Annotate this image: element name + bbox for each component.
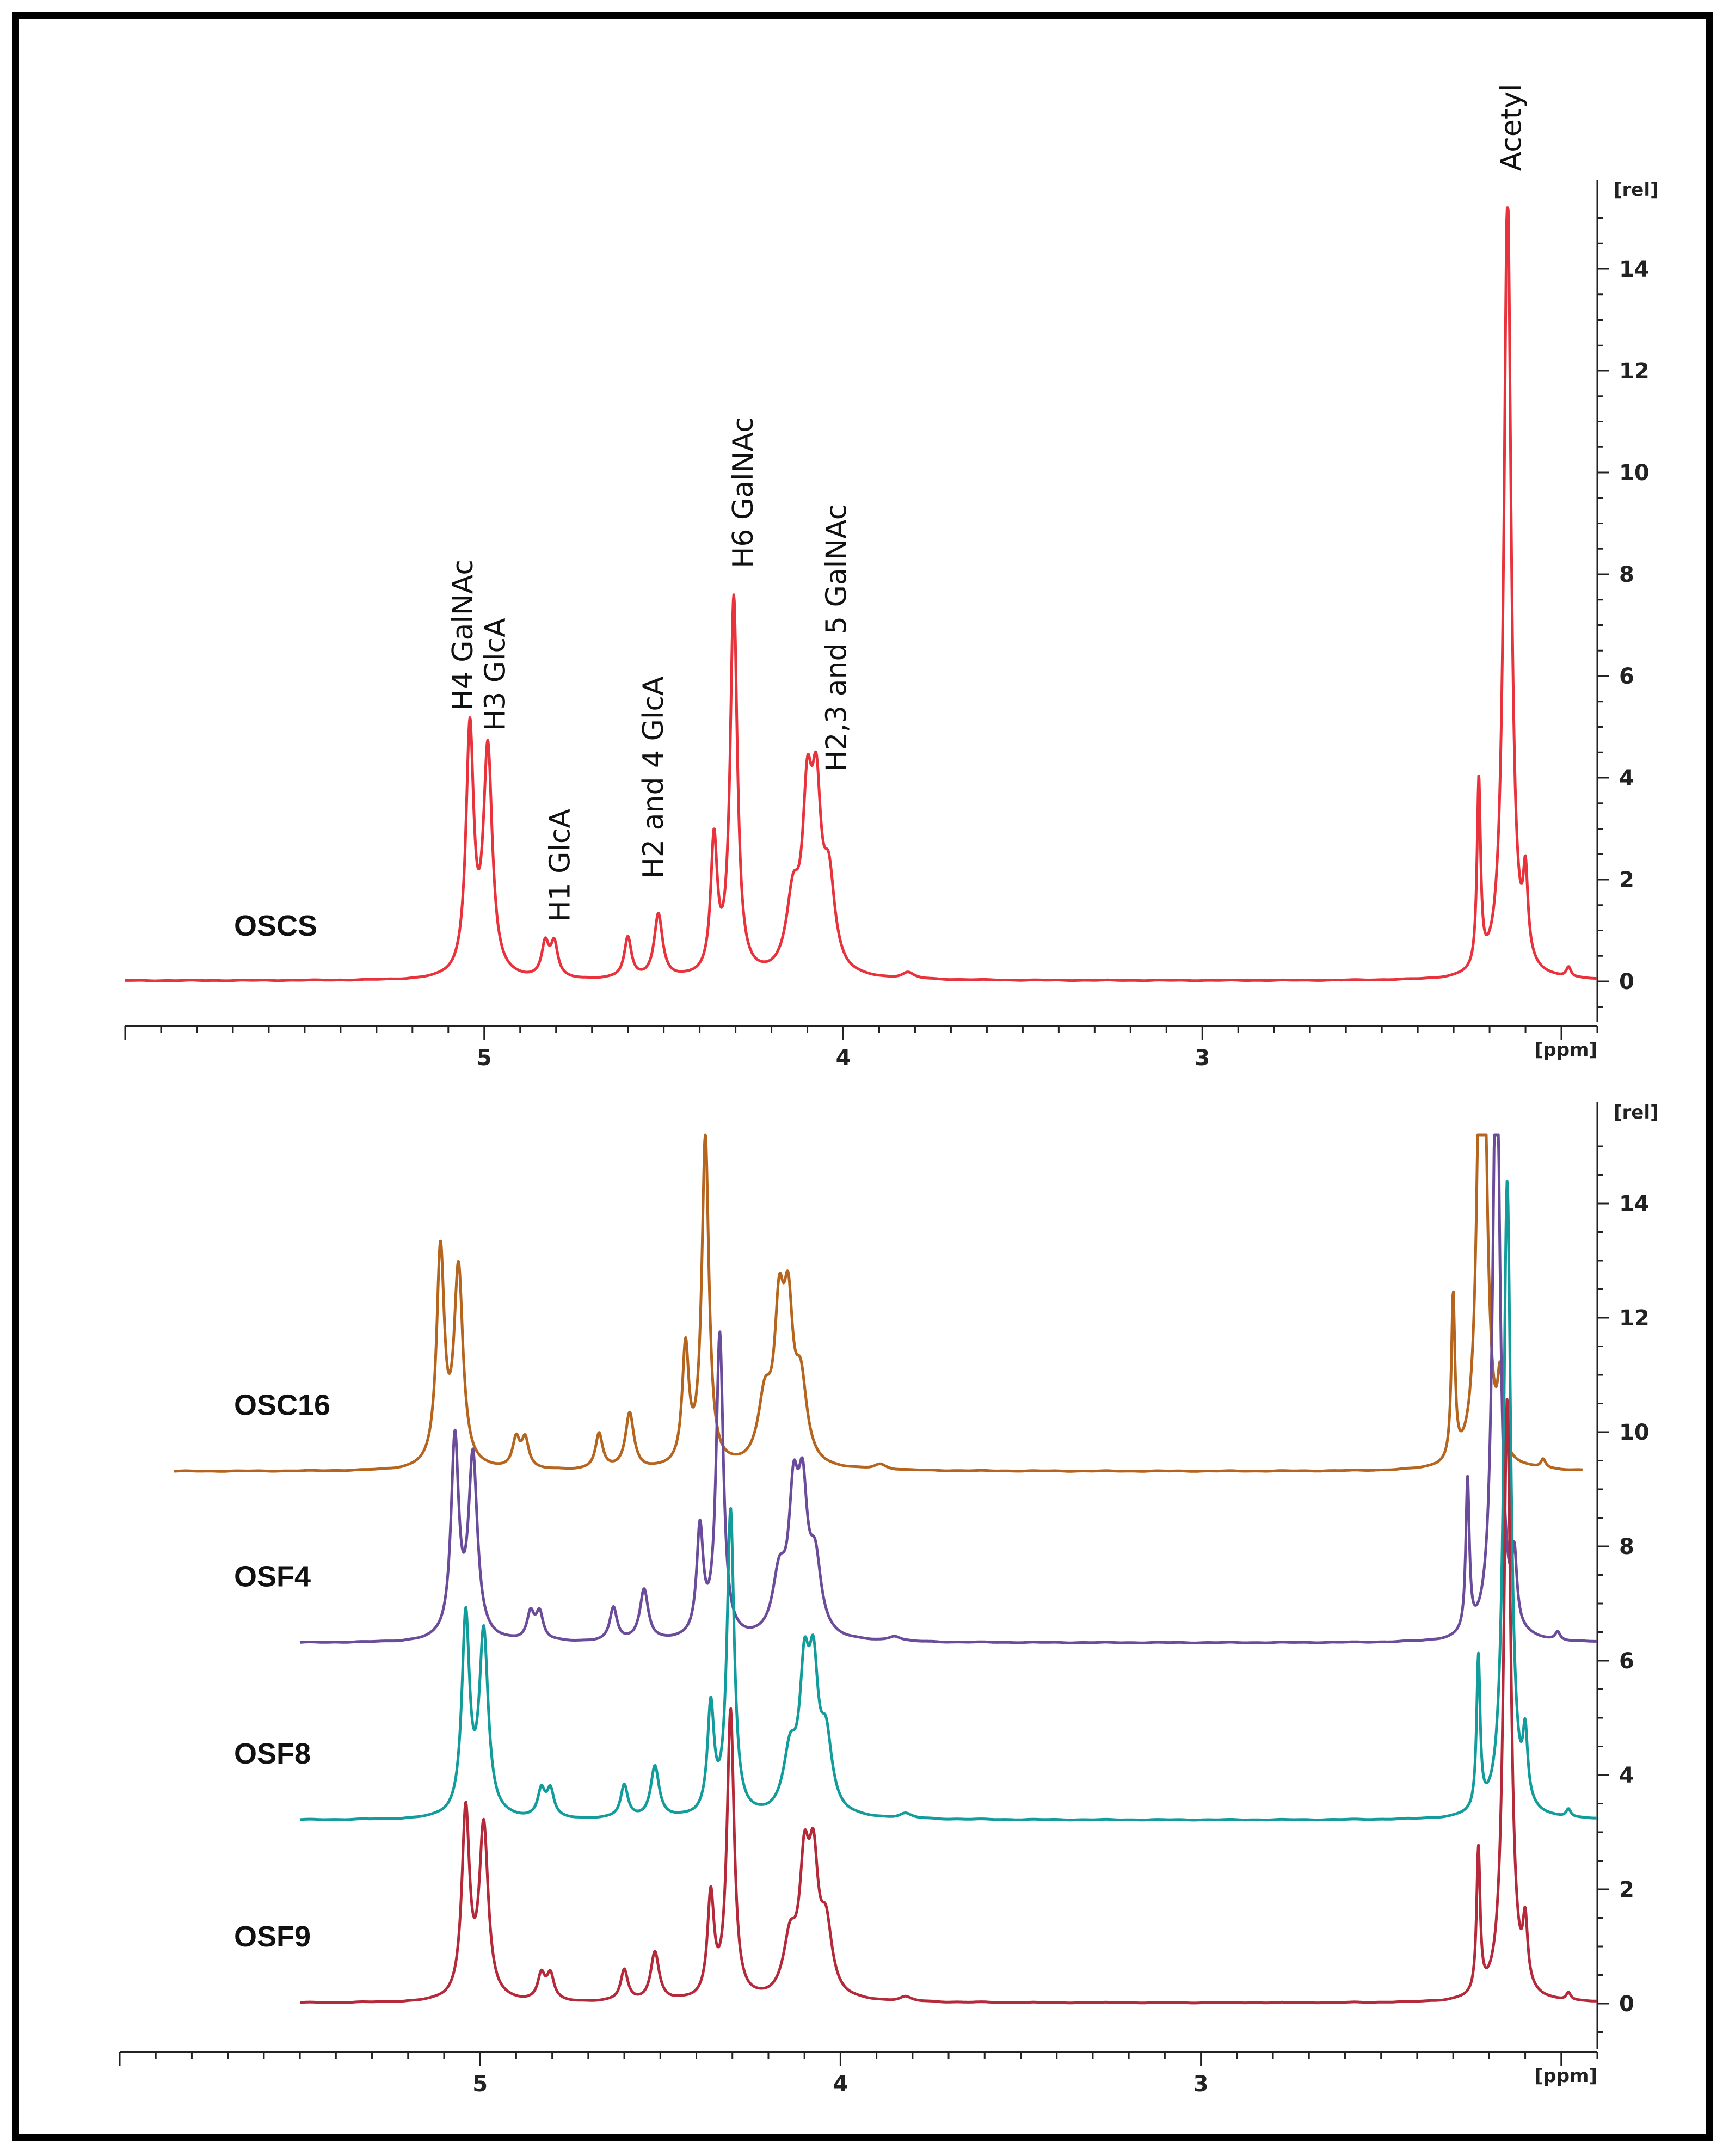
x-axis-label: [ppm] (1535, 1039, 1597, 1061)
peak-annotation: H3 GlcA (479, 618, 512, 731)
x-tick-label: 5 (477, 1046, 492, 1071)
panel-top-oscs: 5 4 3 [ppm] 0 2 4 6 8 10 12 14 [rel] H4 GalNAc H3 Glc… (124, 84, 1659, 1071)
y-tick-label: 12 (1619, 359, 1650, 384)
y-tick-label: 2 (1619, 1877, 1634, 1902)
peak-annotation: H6 GalNAc (727, 417, 760, 568)
x-tick-label: 3 (1195, 1046, 1210, 1071)
y-tick-label: 0 (1619, 969, 1634, 994)
peak-annotation: H2,3 and 5 GalNAc (820, 505, 853, 772)
x-tick-label: 5 (472, 2072, 488, 2097)
y-axis-label: [rel] (1614, 1102, 1659, 1123)
series-line-osf4 (299, 1133, 1598, 1644)
series-line-osf9 (299, 1398, 1598, 2005)
series-label-osf8: OSF8 (234, 1737, 311, 1770)
y-tick-label: 6 (1619, 1649, 1634, 1674)
y-tick-label: 0 (1619, 1992, 1634, 2017)
y-tick-label: 10 (1619, 1420, 1650, 1445)
series-line-oscs (124, 206, 1598, 982)
top-axes: 5 4 3 [ppm] 0 2 4 6 8 10 12 14 [rel] (124, 179, 1659, 1071)
top-series: OSCS (124, 206, 1598, 982)
bottom-axes: 5 4 3 [ppm] 0 2 4 6 8 10 12 14 [rel] (119, 1102, 1659, 2097)
x-axis-label: [ppm] (1535, 2065, 1597, 2087)
y-tick-label: 14 (1619, 257, 1650, 282)
series-label-osc16: OSC16 (234, 1389, 330, 1422)
y-tick-label: 14 (1619, 1191, 1650, 1217)
series-line-osc16 (173, 1133, 1584, 1473)
y-tick-label: 4 (1619, 1763, 1634, 1788)
top-peak-annotations: H4 GalNAc H3 GlcA H1 GlcA H2 and 4 GlcA H6 G… (447, 84, 1528, 922)
series-label-osf4: OSF4 (234, 1561, 311, 1593)
y-axis-label: [rel] (1614, 179, 1659, 201)
x-tick-label: 3 (1193, 2072, 1209, 2097)
figure-frame (12, 12, 1713, 2141)
y-tick-label: 10 (1619, 460, 1650, 486)
y-tick-label: 2 (1619, 868, 1634, 893)
series-label-oscs: OSCS (234, 910, 317, 942)
peak-annotation: H4 GalNAc (447, 560, 479, 710)
y-tick-label: 6 (1619, 664, 1634, 689)
peak-annotation: H1 GlcA (544, 808, 576, 922)
y-tick-label: 12 (1619, 1306, 1650, 1331)
x-tick-label: 4 (833, 2072, 848, 2097)
bottom-series: OSC16 OSF4 OSF8 OSF9 (173, 1133, 1598, 2005)
series-label-osf9: OSF9 (234, 1920, 311, 1953)
y-tick-label: 8 (1619, 1534, 1634, 1559)
y-tick-label: 4 (1619, 766, 1634, 791)
series-line-osf8 (299, 1179, 1598, 1822)
x-tick-label: 4 (836, 1046, 851, 1071)
y-tick-label: 8 (1619, 562, 1634, 587)
peak-annotation: H2 and 4 GlcA (637, 676, 670, 879)
peak-annotation: Acetyl (1496, 84, 1528, 171)
